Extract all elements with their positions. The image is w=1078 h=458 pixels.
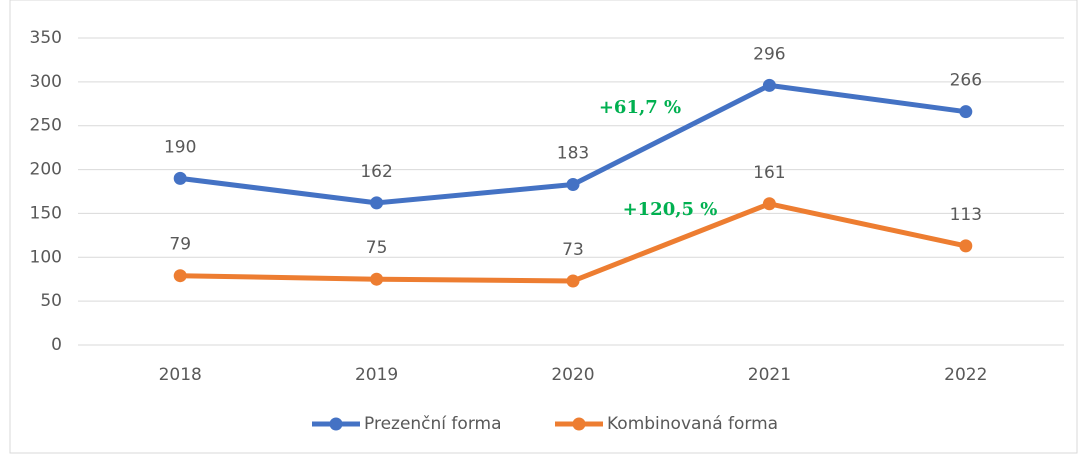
x-tick-label: 2020 xyxy=(551,365,594,385)
data-point xyxy=(173,269,187,283)
chart-border xyxy=(9,0,1078,454)
y-tick-label: 350 xyxy=(30,28,62,48)
data-point xyxy=(566,274,580,288)
data-label: 75 xyxy=(366,238,388,258)
y-tick-label: 300 xyxy=(30,72,62,92)
data-label: 162 xyxy=(360,162,392,182)
y-tick-label: 50 xyxy=(40,291,62,311)
data-label: 79 xyxy=(169,235,191,255)
data-point xyxy=(566,177,580,191)
y-tick-label: 100 xyxy=(30,247,62,267)
y-tick-label: 0 xyxy=(51,335,62,355)
data-point xyxy=(173,171,187,185)
data-point xyxy=(762,78,776,92)
legend-marker xyxy=(329,417,343,431)
data-point xyxy=(370,272,384,286)
data-label: 266 xyxy=(950,71,982,91)
y-tick-label: 150 xyxy=(30,203,62,223)
y-tick-label: 250 xyxy=(30,116,62,136)
x-tick-label: 2021 xyxy=(748,365,791,385)
x-tick-label: 2019 xyxy=(355,365,398,385)
data-label: 73 xyxy=(562,240,584,260)
data-label: 296 xyxy=(753,44,785,64)
x-tick-label: 2018 xyxy=(159,365,202,385)
annotation: +61,7 % xyxy=(599,97,681,118)
data-point xyxy=(762,197,776,211)
data-label: 190 xyxy=(164,137,196,157)
legend-marker xyxy=(572,417,586,431)
data-point xyxy=(959,239,973,253)
legend-label: Prezenční forma xyxy=(364,414,502,434)
annotation: +120,5 % xyxy=(623,199,718,220)
data-point xyxy=(370,196,384,210)
data-point xyxy=(959,105,973,119)
data-label: 183 xyxy=(557,143,589,163)
data-label: 161 xyxy=(753,163,785,183)
x-tick-label: 2022 xyxy=(944,365,987,385)
legend-label: Kombinovaná forma xyxy=(607,414,778,434)
data-label: 113 xyxy=(950,205,982,225)
y-tick-label: 200 xyxy=(30,160,62,180)
